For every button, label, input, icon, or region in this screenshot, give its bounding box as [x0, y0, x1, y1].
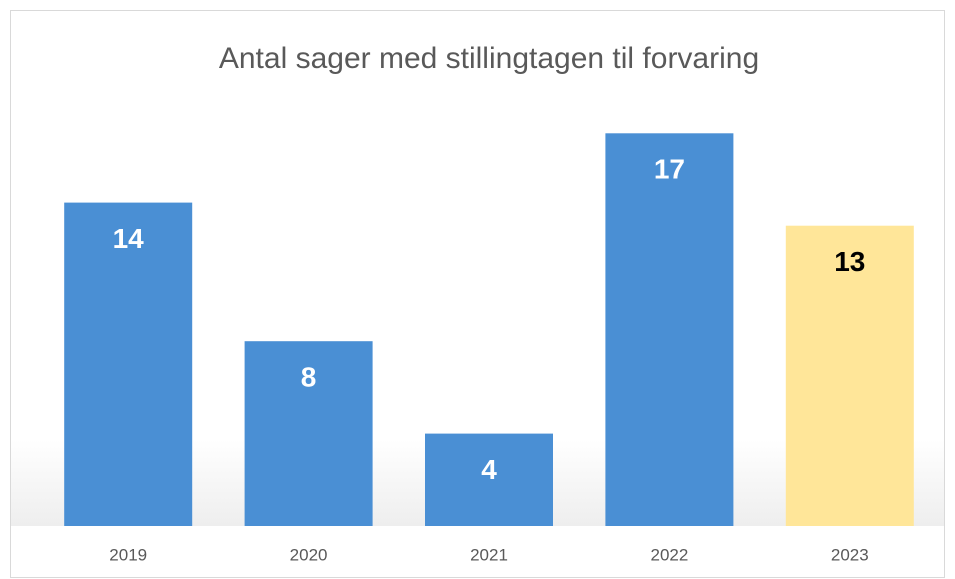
value-label: 17 — [654, 154, 685, 185]
bar — [605, 133, 734, 527]
bar — [244, 341, 373, 526]
x-tick-label: 2019 — [109, 545, 147, 564]
value-label: 4 — [481, 454, 497, 485]
chart-title: Antal sager med stillingtagen til forvar… — [219, 42, 759, 75]
bar — [425, 433, 553, 526]
value-label: 8 — [301, 362, 317, 393]
x-tick-label: 2020 — [290, 545, 328, 564]
bar — [785, 225, 914, 526]
value-label: 14 — [113, 223, 145, 254]
bar — [64, 202, 193, 526]
x-tick-label: 2021 — [470, 545, 508, 564]
value-label: 13 — [834, 246, 865, 277]
x-tick-label: 2023 — [831, 545, 869, 564]
x-tick-label: 2022 — [650, 545, 688, 564]
